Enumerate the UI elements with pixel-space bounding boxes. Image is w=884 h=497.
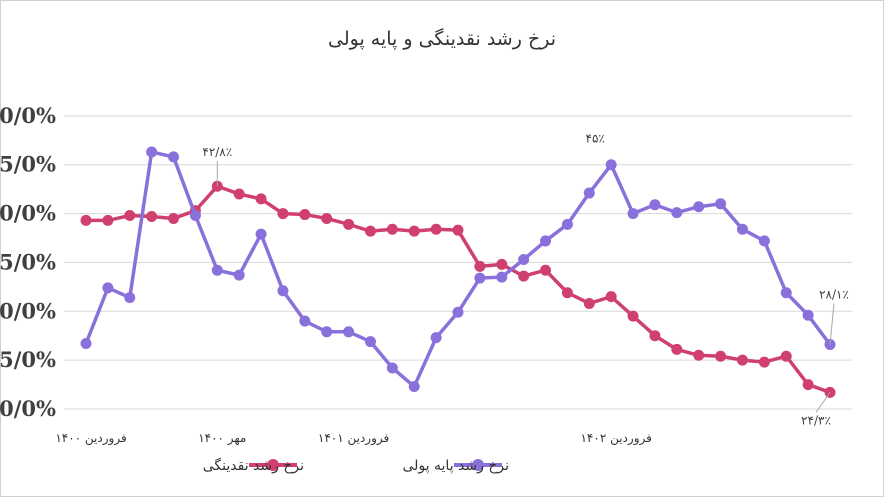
- data-point: [255, 228, 267, 240]
- data-point: [561, 218, 573, 230]
- data-point: [102, 214, 114, 226]
- data-point: [299, 315, 311, 327]
- data-point: [80, 214, 92, 226]
- data-point: [715, 350, 727, 362]
- data-label: ۴۲/۸٪: [202, 145, 232, 159]
- data-point: [386, 223, 398, 235]
- data-point: [364, 225, 376, 237]
- data-point: [496, 271, 508, 283]
- data-point: [277, 285, 289, 297]
- data-point: [627, 208, 639, 220]
- x-tick-label: فروردین ۱۴۰۰: [55, 431, 126, 446]
- data-point: [452, 306, 464, 318]
- series-lines: [80, 146, 836, 398]
- gridlines: [64, 115, 852, 410]
- data-point: [452, 224, 464, 236]
- y-tick-label: 5/0%: [0, 347, 56, 372]
- data-point: [233, 188, 245, 200]
- data-point: [496, 258, 508, 270]
- data-point: [299, 209, 311, 221]
- data-point: [146, 146, 158, 158]
- data-point: [693, 201, 705, 213]
- data-point: [540, 264, 552, 276]
- y-tick-label: 0/0%: [0, 298, 56, 323]
- legend-marker-monetary-base: [472, 459, 484, 471]
- data-point: [802, 309, 814, 321]
- data-point: [518, 270, 530, 282]
- data-point: [583, 297, 595, 309]
- data-point: [408, 381, 420, 393]
- data-point: [146, 211, 158, 223]
- legend-marker-liquidity: [267, 459, 279, 471]
- data-point: [736, 354, 748, 366]
- data-point: [605, 159, 617, 171]
- data-point: [343, 326, 355, 338]
- x-tick-label: فروردین ۱۴۰۲: [580, 431, 651, 446]
- data-point: [802, 379, 814, 391]
- data-label: ۴۵٪: [586, 132, 605, 146]
- data-point: [671, 343, 683, 355]
- data-point: [189, 210, 201, 222]
- data-point: [124, 210, 136, 222]
- chart-title: نرخ رشد نقدینگی و پایه پولی: [328, 27, 556, 50]
- data-point: [540, 235, 552, 247]
- data-labels: ۴۲/۸٪ ۲۴/۳٪ ۴۵٪ ۲۸/۱٪: [202, 132, 849, 428]
- x-axis-ticks: فروردین ۱۴۰۰ مهر ۱۴۰۰ فروردین ۱۴۰۱ فروردین …: [55, 431, 652, 446]
- data-point: [255, 193, 267, 205]
- data-point: [233, 269, 245, 281]
- y-tick-label: 5/0%: [0, 152, 56, 177]
- data-point: [321, 326, 333, 338]
- x-tick-label: مهر ۱۴۰۰: [198, 431, 246, 446]
- data-point: [649, 330, 661, 342]
- data-point: [693, 349, 705, 361]
- y-tick-label: 0/0%: [0, 201, 56, 226]
- data-point: [583, 187, 595, 199]
- label-leader-line: [829, 303, 835, 345]
- data-point: [430, 332, 442, 344]
- y-axis-ticks: 0/0% 5/0% 0/0% 5/0% 0/0% 5/0% 0/0%: [0, 103, 56, 421]
- legend-label-monetary-base: نرخ رشد پایه پولی: [403, 458, 509, 474]
- data-point: [408, 225, 420, 237]
- data-point: [518, 253, 530, 265]
- data-point: [715, 198, 727, 210]
- data-point: [211, 264, 223, 276]
- label-leader-line: [815, 392, 831, 413]
- y-tick-label: 5/0%: [0, 249, 56, 274]
- data-point: [168, 212, 180, 224]
- y-tick-label: 0/0%: [0, 396, 56, 421]
- data-point: [277, 208, 289, 220]
- data-label: ۲۸/۱٪: [819, 288, 849, 302]
- data-point: [102, 282, 114, 294]
- x-tick-label: فروردین ۱۴۰۱: [318, 431, 389, 446]
- data-point: [605, 291, 617, 303]
- data-point: [671, 207, 683, 219]
- y-tick-label: 0/0%: [0, 103, 56, 128]
- data-point: [386, 362, 398, 374]
- data-point: [80, 338, 92, 350]
- legend: نرخ رشد نقدینگی نرخ رشد پایه پولی: [203, 457, 509, 474]
- data-point: [561, 287, 573, 299]
- data-point: [780, 350, 792, 362]
- legend-label-liquidity: نرخ رشد نقدینگی: [203, 457, 304, 474]
- data-label: ۲۴/۳٪: [801, 413, 831, 427]
- data-point: [343, 218, 355, 230]
- data-point: [736, 223, 748, 235]
- data-point: [364, 336, 376, 348]
- data-point: [758, 235, 770, 247]
- data-point: [168, 151, 180, 163]
- data-point: [758, 356, 770, 368]
- data-point: [321, 212, 333, 224]
- data-point: [474, 272, 486, 284]
- data-point: [430, 223, 442, 235]
- data-point: [780, 287, 792, 299]
- data-point: [124, 292, 136, 304]
- data-point: [649, 199, 661, 211]
- data-point: [474, 260, 486, 272]
- data-point: [627, 310, 639, 322]
